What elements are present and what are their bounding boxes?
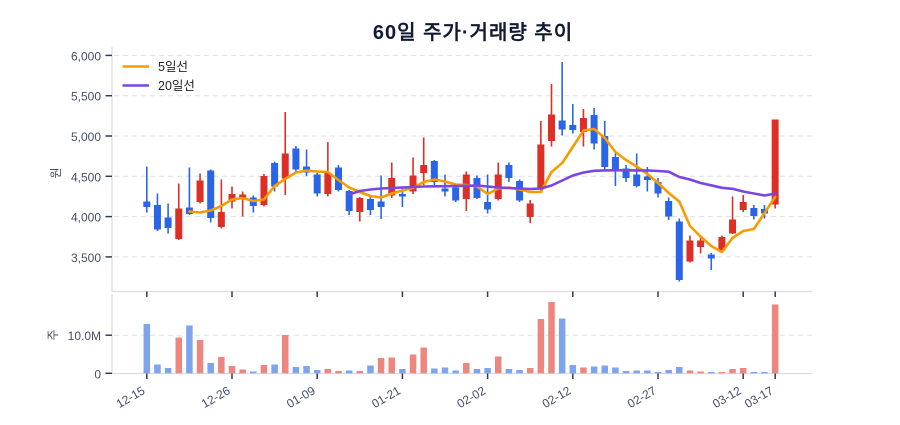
svg-text:주: 주 (46, 329, 60, 340)
svg-text:6,000: 6,000 (71, 49, 101, 63)
svg-text:5,500: 5,500 (71, 90, 101, 104)
svg-text:원: 원 (49, 167, 63, 178)
svg-text:4,500: 4,500 (71, 170, 101, 184)
svg-text:4,000: 4,000 (71, 211, 101, 225)
svg-text:60일 주가·거래량 추이: 60일 주가·거래량 추이 (373, 21, 573, 44)
svg-text:0: 0 (94, 367, 101, 381)
svg-text:5,000: 5,000 (71, 130, 101, 144)
svg-text:5일선: 5일선 (158, 60, 188, 74)
svg-text:20일선: 20일선 (158, 79, 195, 93)
svg-text:10.0M: 10.0M (68, 329, 101, 343)
svg-text:3,500: 3,500 (71, 251, 101, 265)
